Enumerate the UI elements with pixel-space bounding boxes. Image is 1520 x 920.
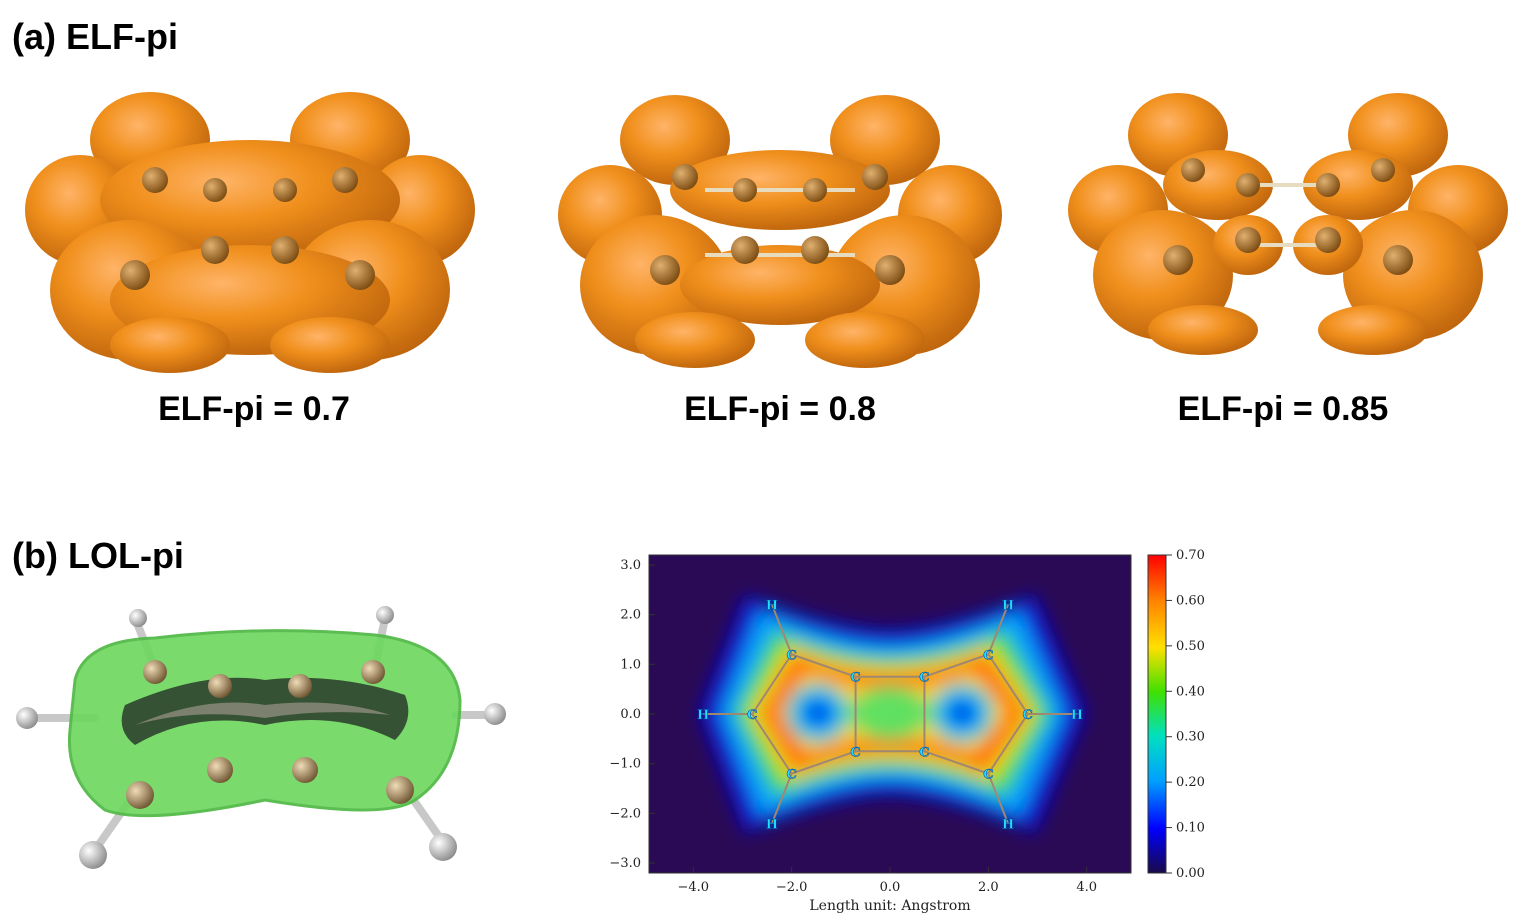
atom-label: H (697, 708, 709, 723)
elf-isosurface-0-85 (1068, 93, 1508, 355)
colorbar (1147, 554, 1167, 874)
y-tick-label: −1.0 (609, 757, 641, 772)
atom-label: H (1071, 708, 1083, 723)
y-tick-label: −2.0 (609, 806, 641, 821)
x-tick-label: 4.0 (1076, 880, 1097, 895)
atom-label: H (1002, 599, 1014, 614)
atom-label: C (786, 768, 796, 783)
bond-line (924, 653, 989, 678)
bond-line (791, 653, 856, 678)
bond-line (751, 653, 793, 715)
bond-line (987, 713, 1029, 775)
panel-b-title: (b) LOL-pi (12, 535, 184, 576)
bond-line (751, 713, 793, 775)
atom-label: C (850, 671, 860, 686)
y-tick-label: 1.0 (620, 657, 641, 672)
x-tick-label: −2.0 (776, 880, 808, 895)
colorbar-tick-label: 0.20 (1176, 775, 1205, 790)
bond-line (771, 773, 793, 824)
bond-line (987, 773, 1009, 824)
lol-pi-heatmap: H H C C C C H C C H C C C C H H −4.0 −2.0 0.0 2.0 4.0 3.0 2.… (609, 548, 1205, 914)
panel-a-title: (a) ELF-pi (12, 16, 178, 57)
bond-line (771, 604, 793, 655)
atom-label: H (766, 599, 778, 614)
atom-label: C (1023, 708, 1033, 723)
atom-label: C (983, 768, 993, 783)
atom-label: C (919, 671, 929, 686)
colorbar-tick-label: 0.10 (1176, 821, 1205, 836)
elf-isosurface-0-7 (25, 92, 475, 373)
caption-elf-0-8: ELF-pi = 0.8 (684, 390, 876, 428)
colorbar-tick-label: 0.60 (1176, 593, 1205, 608)
bond-line (987, 653, 1029, 715)
x-tick-label: 2.0 (978, 880, 999, 895)
atom-label: H (1002, 817, 1014, 832)
y-tick-label: 3.0 (620, 558, 641, 573)
bond-line (791, 750, 856, 775)
colorbar-tick-label: 0.70 (1176, 548, 1205, 563)
y-tick-label: 0.0 (620, 707, 641, 722)
atom-label: C (983, 648, 993, 663)
bond-line (924, 750, 989, 775)
y-tick-label: 2.0 (620, 608, 641, 623)
colorbar-tick-label: 0.40 (1176, 684, 1205, 699)
colorbar-tick-label: 0.00 (1176, 866, 1205, 881)
caption-elf-0-85: ELF-pi = 0.85 (1177, 390, 1389, 428)
colorbar-tick-label: 0.30 (1176, 730, 1205, 745)
atom-label: H (766, 817, 778, 832)
caption-elf-0-7: ELF-pi = 0.7 (158, 390, 350, 428)
atom-label: C (786, 648, 796, 663)
atom-label: C (850, 745, 860, 760)
bond-line (987, 604, 1009, 655)
elf-isosurface-0-8 (558, 95, 1002, 368)
y-tick-label: −3.0 (609, 856, 641, 871)
colorbar-tick-label: 0.50 (1176, 639, 1205, 654)
x-tick-label: −4.0 (677, 880, 709, 895)
x-tick-label: 0.0 (880, 880, 901, 895)
atom-label: C (919, 745, 929, 760)
heatmap-x-label: Length unit: Angstrom (809, 898, 970, 914)
lol-isosurface (16, 606, 506, 869)
atom-label: C (747, 708, 757, 723)
